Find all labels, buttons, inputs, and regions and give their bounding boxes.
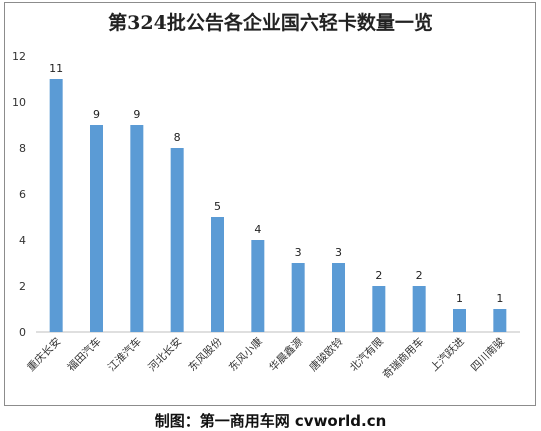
- bar: [130, 125, 144, 332]
- bar: [251, 240, 265, 332]
- x-tick-label: 重庆长安: [24, 335, 63, 374]
- bar: [291, 263, 305, 332]
- bar: [170, 148, 184, 332]
- bar: [332, 263, 345, 332]
- bar: [49, 79, 63, 332]
- y-tick-label: 4: [19, 234, 26, 247]
- bar: [90, 125, 103, 332]
- bar: [372, 286, 386, 332]
- x-tick-label: 福田汽车: [65, 335, 104, 374]
- y-tick-label: 6: [19, 188, 26, 201]
- bar: [453, 309, 466, 332]
- x-tick-label: 东风股份: [186, 335, 225, 374]
- data-label: 11: [49, 62, 63, 75]
- chart-title: 第324批公告各企业国六轻卡数量一览: [108, 12, 433, 34]
- data-label: 4: [254, 223, 261, 236]
- bar: [412, 286, 426, 332]
- x-tick-label: 北汽有限: [347, 335, 386, 374]
- data-label: 5: [214, 200, 221, 213]
- y-tick-label: 8: [19, 142, 26, 155]
- y-tick-label: 0: [19, 326, 26, 339]
- y-tick-label: 10: [12, 96, 26, 109]
- data-label: 9: [133, 108, 140, 121]
- x-tick-label: 华晨鑫源: [266, 335, 305, 374]
- data-label: 8: [174, 131, 181, 144]
- x-tick-label: 江淮汽车: [105, 335, 144, 374]
- bar: [211, 217, 224, 332]
- data-label: 1: [496, 292, 503, 305]
- x-tick-label: 四川南骏: [468, 335, 507, 374]
- x-tick-label: 河北长安: [145, 335, 184, 374]
- data-label: 3: [295, 246, 302, 259]
- y-tick-label: 2: [19, 280, 26, 293]
- x-tick-label: 奇瑞商用车: [380, 335, 426, 381]
- x-tick-label: 唐骏欧铃: [307, 335, 346, 374]
- data-label: 2: [375, 269, 382, 282]
- data-label: 9: [93, 108, 100, 121]
- x-tick-label: 东风小康: [226, 335, 265, 374]
- data-label: 1: [456, 292, 463, 305]
- credit-line: 制图：第一商用车网 cvworld.cn: [154, 412, 387, 430]
- data-label: 3: [335, 246, 342, 259]
- bar: [493, 309, 507, 332]
- data-label: 2: [416, 269, 423, 282]
- y-tick-label: 12: [12, 50, 26, 63]
- x-tick-label: 上汽跃进: [428, 335, 467, 374]
